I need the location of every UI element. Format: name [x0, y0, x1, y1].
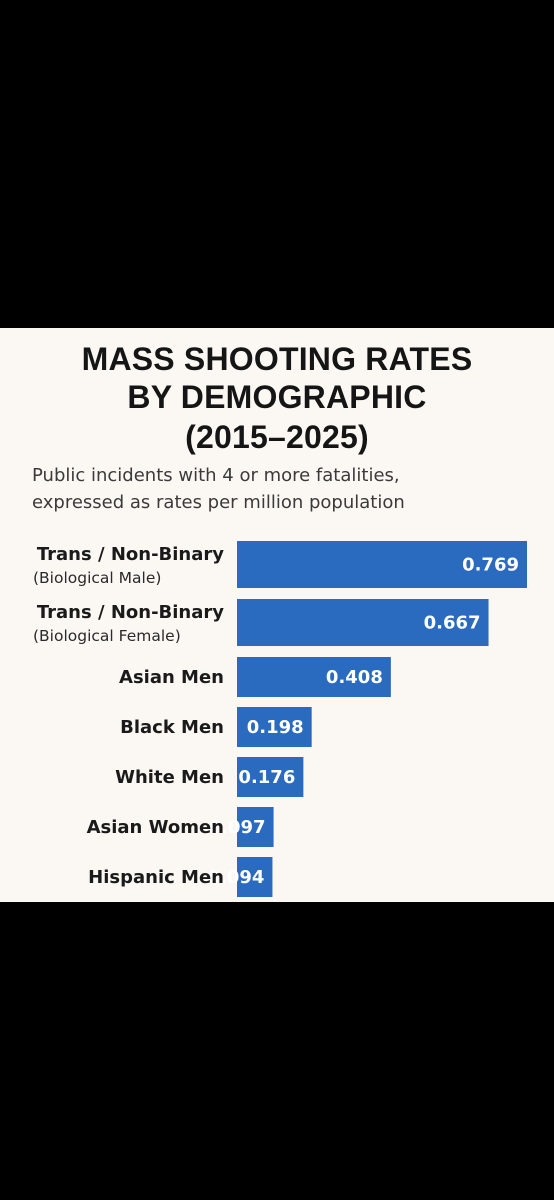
chart-subtitle-line-2: expressed as rates per million populatio… [32, 492, 405, 513]
bar-1 [237, 599, 489, 646]
bar-value-label-1: 0.667 [424, 613, 481, 634]
category-label-5: Asian Women [87, 817, 224, 838]
chart-title-line-2: BY DEMOGRAPHIC [127, 379, 427, 415]
bar-chart: 0.769 Trans / Non-Binary (Biological Male)… [33, 541, 527, 897]
category-qualifier-0: (Biological Male) [33, 569, 161, 587]
bar-3 [237, 707, 312, 747]
chart-panel: MASS SHOOTING RATES BY DEMOGRAPHIC (2015… [0, 328, 554, 902]
bar-value-label-4: 0.176 [238, 767, 295, 788]
chart-title-line-3: (2015–2025) [185, 419, 369, 455]
bar-value-label-0: 0.769 [462, 555, 519, 576]
chart-subtitle-line-1: Public incidents with 4 or more fataliti… [32, 465, 400, 486]
bar-2 [237, 657, 391, 697]
category-label-0: Trans / Non-Binary [37, 544, 224, 565]
category-label-6: Hispanic Men [88, 867, 224, 888]
bar-value-label-3: 0.198 [247, 717, 304, 738]
chart-title-line-1: MASS SHOOTING RATES [81, 341, 473, 377]
bar-6 [237, 857, 273, 897]
category-label-4: White Men [115, 767, 224, 788]
bar-value-label-6: 0.094 [208, 867, 265, 888]
category-label-3: Black Men [120, 717, 224, 738]
bar-5 [237, 807, 274, 847]
bar-4 [237, 757, 304, 797]
category-label-2: Asian Men [119, 667, 224, 688]
category-qualifier-1: (Biological Female) [33, 627, 181, 645]
bar-value-label-5: 0.097 [209, 817, 266, 838]
bar-0 [237, 541, 527, 588]
bar-value-label-2: 0.408 [326, 667, 383, 688]
category-label-1: Trans / Non-Binary [37, 602, 224, 623]
